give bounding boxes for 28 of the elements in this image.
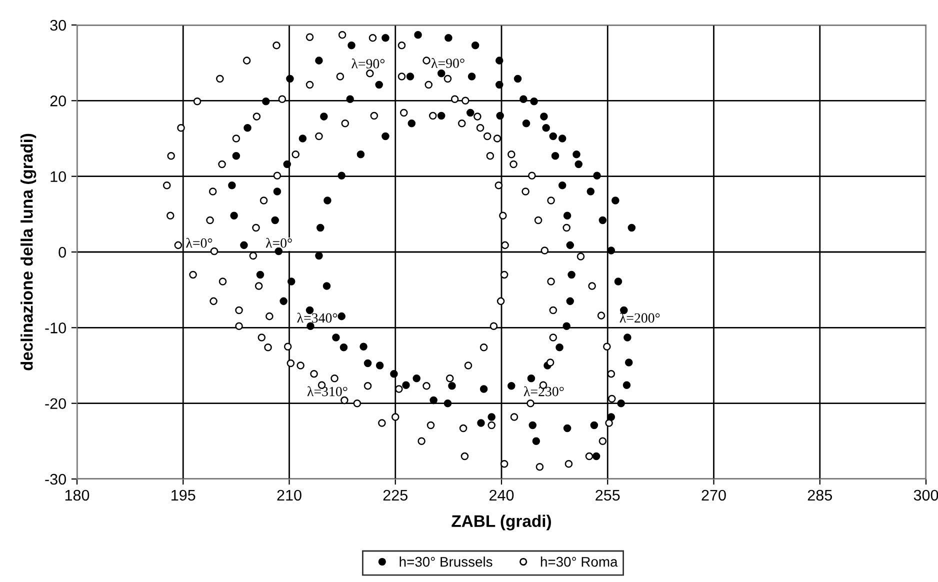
x-tick-label: 240 [490, 490, 514, 501]
annotation: λ=200° [620, 312, 660, 323]
y-tick-label: 20 [50, 96, 66, 106]
x-tick-label: 210 [277, 490, 302, 501]
x-tick-label: 285 [808, 490, 832, 501]
y-axis-title: declinazione della luna (gradi) [20, 134, 36, 370]
legend-label: h=30° Brussels [400, 556, 492, 567]
annotation: λ=0° [266, 238, 292, 248]
y-tick-label: 10 [50, 171, 66, 182]
x-tick-label: 270 [702, 490, 726, 501]
y-tick-label: -20 [45, 398, 66, 410]
x-axis-title: ZABL (gradi) [452, 514, 551, 530]
annotation: λ=90° [431, 58, 464, 68]
y-tick-label: 30 [50, 20, 66, 31]
annotation: λ=0° [186, 238, 212, 248]
y-tick-label: 0 [58, 246, 66, 258]
y-tick-label: -10 [45, 322, 66, 334]
x-tick-label: 225 [383, 490, 408, 501]
x-tick-label: 180 [65, 490, 90, 501]
annotation: λ=230° [524, 386, 564, 396]
annotation: λ=340° [297, 312, 338, 323]
annotation: λ=90° [352, 58, 385, 68]
y-tick-label: -30 [45, 474, 66, 485]
x-tick-label: 255 [596, 490, 620, 501]
x-tick-label: 300 [914, 490, 938, 501]
x-tick-label: 195 [172, 490, 196, 501]
annotation: λ=310° [307, 386, 348, 396]
legend-label: h=30° Roma [540, 556, 618, 567]
